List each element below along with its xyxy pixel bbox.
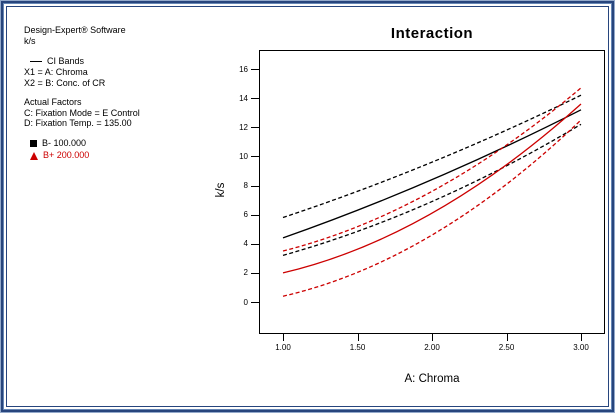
y-tick-label: 6 [243,210,248,220]
x-tick-mark [283,334,284,341]
y-tick-label: 12 [239,122,248,132]
info-panel: Design-Expert® Software k/s CI Bands X1 … [24,25,140,162]
x-tick-mark [581,334,582,341]
y-tick-label: 4 [243,239,248,249]
x-tick-label: 3.00 [573,343,589,352]
legend-b-minus: B- 100.000 [24,138,140,150]
y-tick-label: 0 [243,297,248,307]
app-title: Design-Expert® Software [24,25,126,35]
triangle-marker-icon [30,151,38,160]
y-tick-mark [251,302,259,303]
b-minus-label: B- 100.000 [42,138,87,149]
curve-b-100-000-ci-upper [282,94,582,219]
y-tick-mark [251,127,259,129]
x-tick-mark [506,334,508,341]
square-marker-icon [30,140,37,147]
y-tick-mark [251,185,259,187]
curve-b-100-000-mean [282,109,582,239]
curve-b-100-000-ci-lower [282,123,582,257]
x-axis-label: A: Chroma [404,373,460,385]
y-tick-mark [251,156,259,158]
y-tick-mark [251,98,259,100]
ci-band-line-icon [30,60,42,62]
x-tick-mark [432,334,433,341]
interaction-curves [282,87,582,297]
y-tick-label: 8 [243,181,248,190]
y-tick-label: 16 [239,64,248,74]
x-tick-label: 2.50 [498,343,515,352]
curve-b-200-000-ci-lower [282,119,582,297]
y-tick-mark [251,214,259,216]
b-plus-label: B+ 200.000 [43,150,90,161]
y-tick-label: 14 [239,93,248,103]
factor-d-value: D: Fixation Temp. = 135.00 [24,118,132,128]
factor-c-value: C: Fixation Mode = E Control [24,107,140,118]
y-tick-label: 2 [243,268,248,278]
y-tick-mark [251,272,259,274]
curve-b-200-000-mean [282,103,582,274]
legend-b-plus: B+ 200.000 [24,150,140,162]
response-name: k/s [24,35,36,46]
x1-assignment: X1 = A: Chroma [24,67,88,77]
y-tick-label: 10 [239,151,248,161]
actual-factors-title: Actual Factors [24,97,82,107]
x-tick-mark [357,334,359,341]
x-tick-label: 2.00 [424,343,440,352]
y-axis-label: k/s [215,182,227,198]
y-tick-mark [251,69,259,70]
ci-bands-label: CI Bands [47,55,85,66]
x-tick-label: 1.00 [275,343,291,352]
y-tick-mark [251,243,259,245]
ci-bands-legend: CI Bands [24,55,140,67]
x2-assignment: X2 = B: Conc. of CR [24,77,106,88]
chart-title: Interaction [390,25,474,42]
x-tick-label: 1.50 [349,343,366,352]
curve-b-200-000-ci-upper [282,87,582,252]
